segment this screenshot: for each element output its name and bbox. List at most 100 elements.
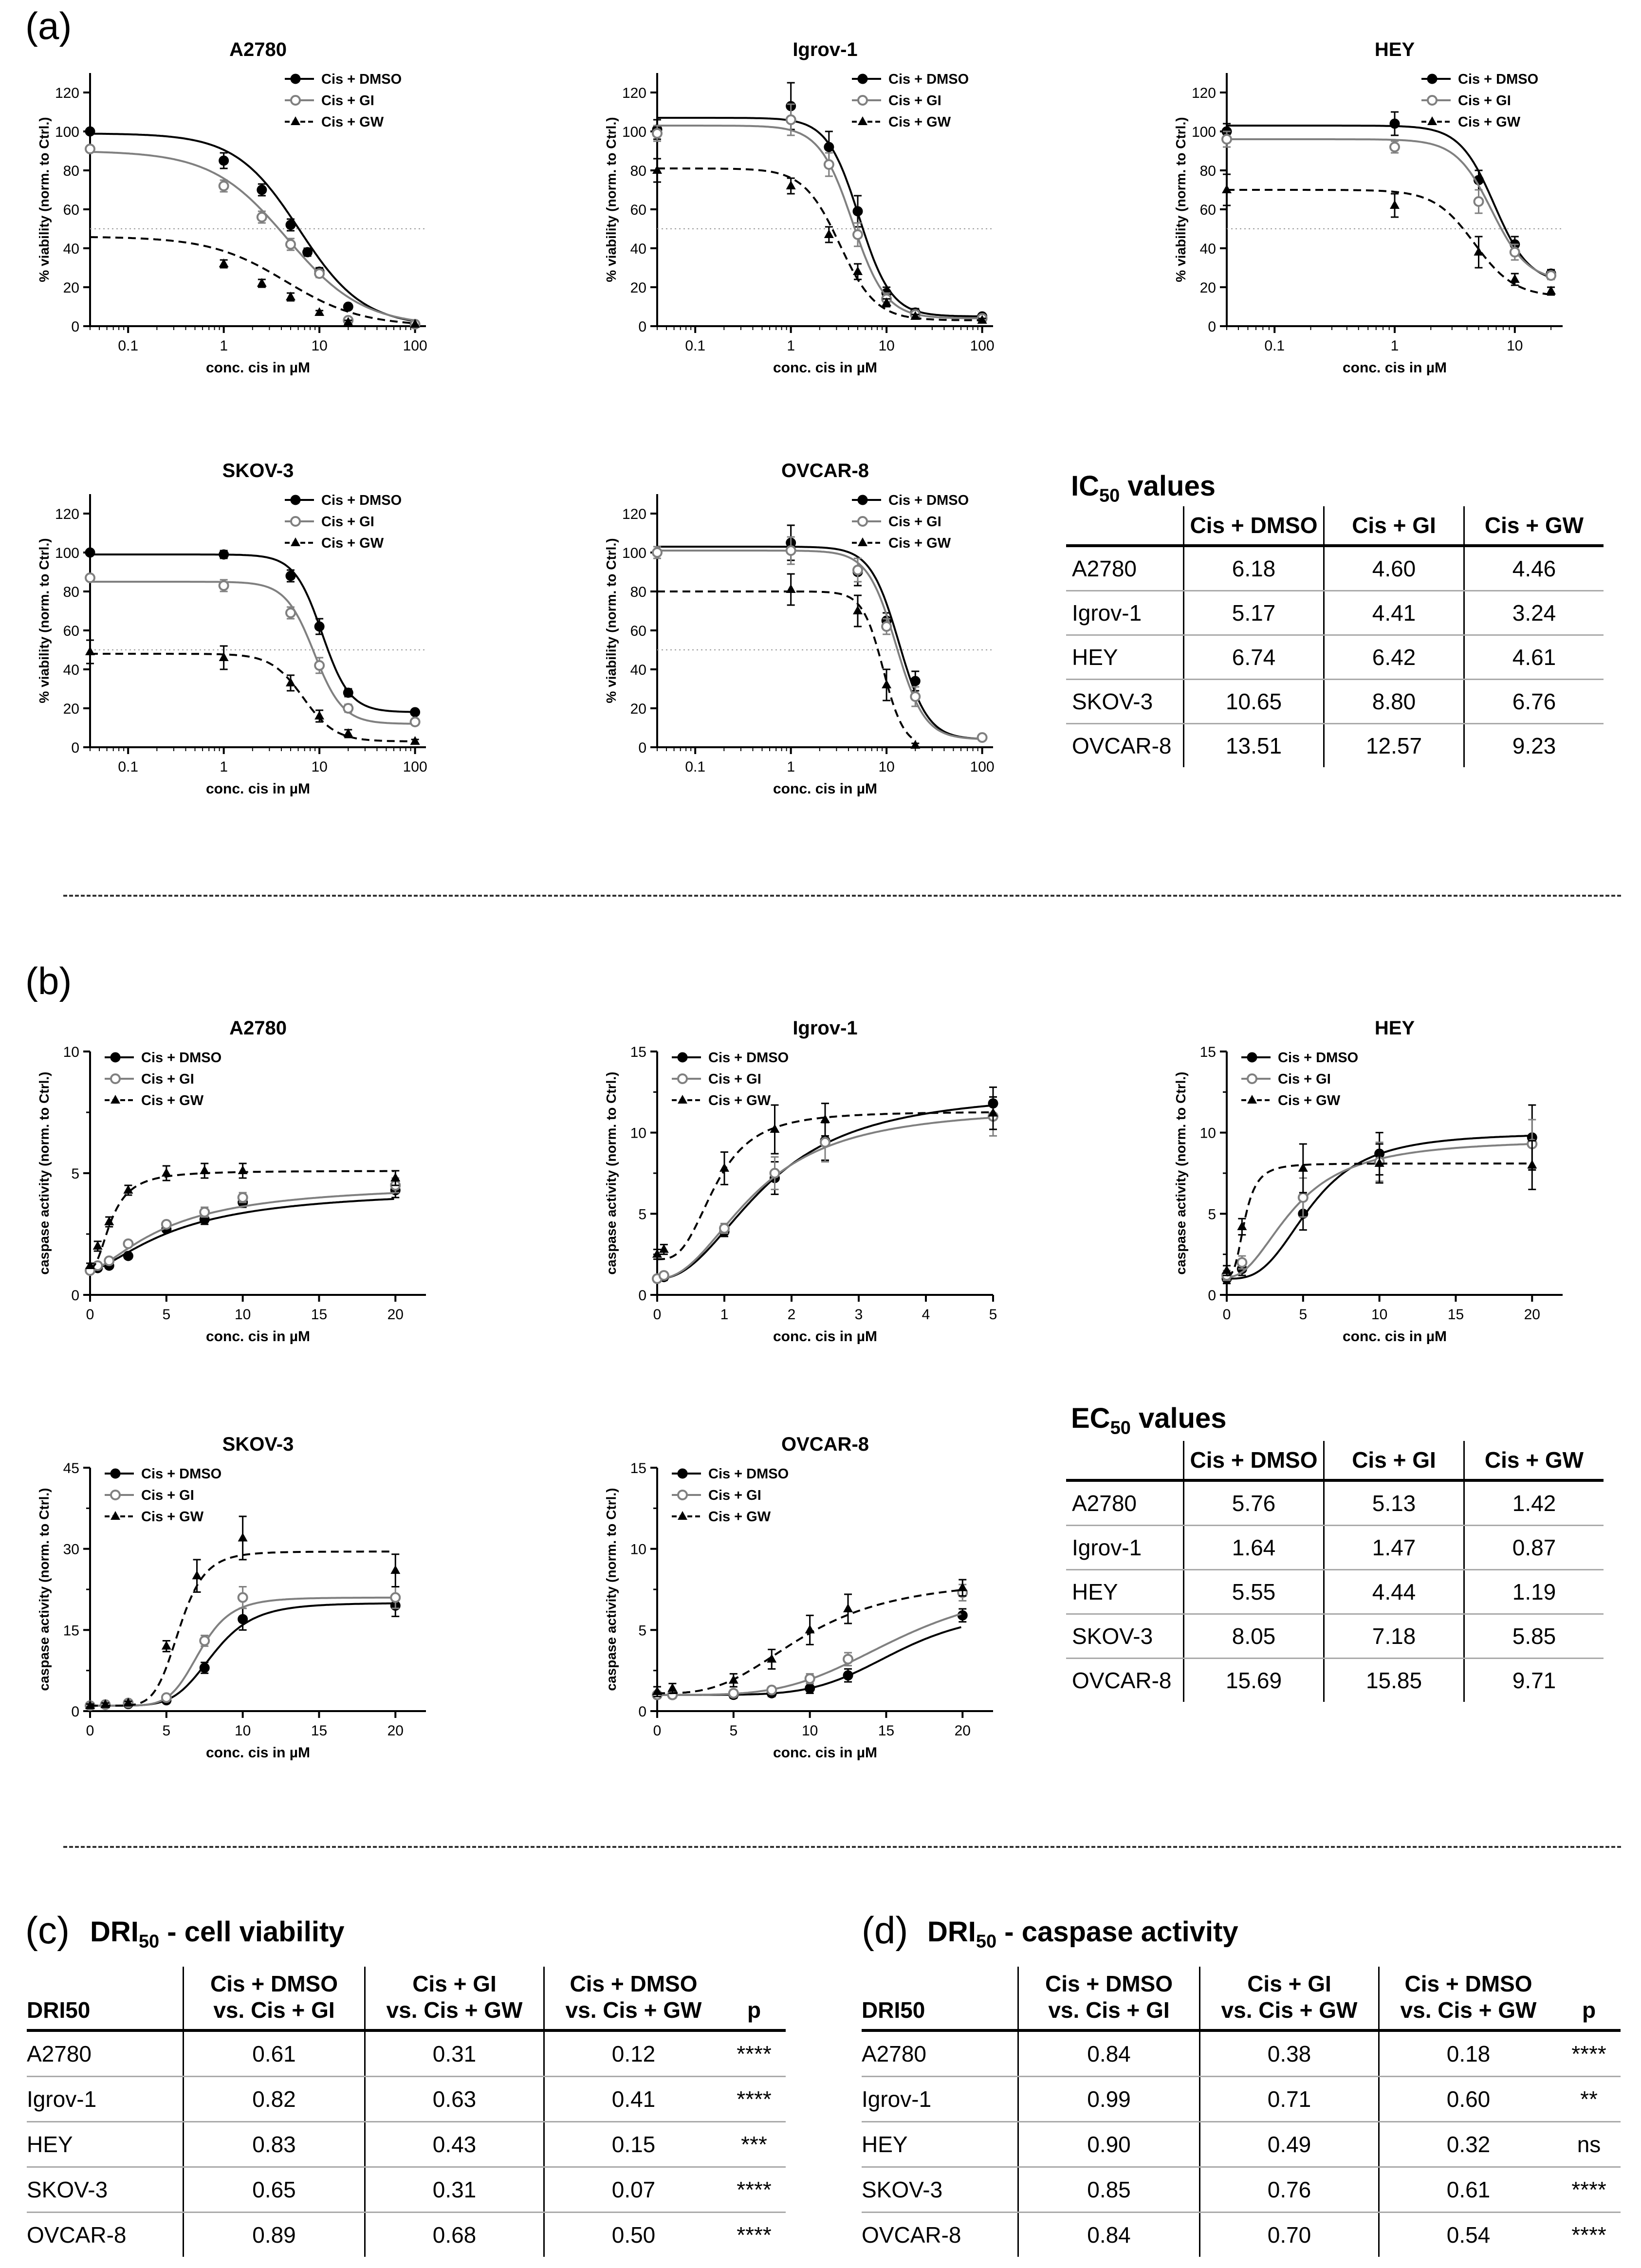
- legend-item: Cis + GI: [105, 1488, 194, 1503]
- legend-item: Cis + GI: [672, 1488, 761, 1503]
- cell-value: 0.54: [1378, 2212, 1557, 2257]
- p-value: ****: [722, 2030, 786, 2077]
- cell-value: 0.18: [1378, 2030, 1557, 2077]
- legend-item: Cis + GW: [105, 1509, 204, 1525]
- legend-marker: [858, 537, 867, 546]
- legend-label: Cis + GI: [321, 514, 374, 530]
- x-tick-label: 15: [311, 1723, 327, 1739]
- data-point: [161, 1219, 172, 1230]
- cell-value: 5.55: [1183, 1569, 1324, 1615]
- legend-marker: [1427, 95, 1438, 106]
- panel-label-b: (b): [25, 959, 72, 1002]
- data-point: [123, 1251, 133, 1261]
- chart-title: A2780: [229, 1017, 287, 1039]
- series-cis-dmso: [1221, 111, 1556, 279]
- legend-item: Cis + GI: [852, 514, 941, 530]
- table-row: Igrov-1 1.64 1.47 0.87: [1066, 1525, 1604, 1570]
- y-axis-label: % viability (norm. to Ctrl.): [604, 538, 619, 703]
- data-point: [161, 1641, 171, 1650]
- data-point: [767, 1654, 777, 1663]
- y-tick-label: 20: [63, 701, 79, 717]
- row-label: Igrov-1: [27, 2076, 184, 2122]
- data-point: [314, 711, 325, 719]
- series-cis-gw: [652, 1096, 998, 1260]
- legend-item: Cis + GW: [285, 535, 384, 551]
- cell-value: 4.46: [1463, 546, 1604, 591]
- chart-a-ovcar8: OVCAR-8 0 20 40 60 80 100 120 0.1 1 10 100 conc. cis…: [604, 460, 995, 797]
- data-point: [1298, 1163, 1308, 1172]
- table-row: SKOV-3 8.05 7.18 5.85: [1066, 1614, 1604, 1659]
- cell-value: 0.61: [183, 2030, 365, 2077]
- chart-b-ovcar8: OVCAR-8 0 5 10 15 0 5 10 15 20 conc. cis in µM casp…: [604, 1434, 993, 1761]
- y-tick-label: 20: [630, 701, 646, 717]
- x-tick-label: 20: [387, 1723, 404, 1739]
- legend-item: Cis + DMSO: [852, 493, 969, 508]
- data-point: [652, 128, 663, 139]
- data-point: [659, 1244, 669, 1253]
- data-point: [820, 1137, 830, 1148]
- table-row: Igrov-1 5.17 4.41 3.24: [1066, 590, 1604, 636]
- legend-label: Cis + GW: [888, 114, 951, 130]
- y-axis-label: caspase activity (norm. to Ctrl.): [604, 1071, 619, 1274]
- x-axis-label: conc. cis in µM: [206, 360, 310, 376]
- legend-label: Cis + GW: [141, 1093, 204, 1108]
- legend-item: Cis + GW: [672, 1509, 771, 1525]
- chart-b-skov3: SKOV-3 0 15 30 45 0 5 10 15 20 conc. cis in µM casp…: [37, 1434, 426, 1761]
- x-tick-label: 100: [970, 338, 995, 354]
- cell-value: 5.85: [1463, 1614, 1604, 1659]
- legend-label: Cis + GW: [708, 1093, 771, 1108]
- series-cis-gw: [85, 1162, 401, 1269]
- x-axis-label: conc. cis in µM: [206, 1328, 310, 1345]
- legend-marker: [111, 1511, 120, 1520]
- y-tick-label: 120: [1192, 85, 1216, 101]
- table-row: HEY 0.83 0.43 0.15 ***: [27, 2121, 786, 2168]
- fit-curve: [90, 553, 416, 713]
- cell-value: 8.05: [1183, 1614, 1324, 1659]
- cell-value: 0.90: [1017, 2121, 1200, 2168]
- x-tick-label: 100: [403, 759, 427, 775]
- data-point: [1389, 142, 1400, 152]
- data-point: [1473, 196, 1484, 207]
- data-point: [314, 307, 325, 316]
- data-point: [786, 584, 796, 593]
- separator-bc: [63, 1846, 1621, 1848]
- y-tick-label: 100: [55, 545, 79, 561]
- row-label: Igrov-1: [862, 2076, 1018, 2122]
- chart-b-a2780: A2780 0 5 10 0 5 10 15 20 conc. cis in µM caspase …: [37, 1017, 426, 1345]
- y-tick-label: 40: [630, 662, 646, 678]
- data-point: [843, 1654, 854, 1665]
- legend-label: Cis + GI: [1278, 1071, 1331, 1087]
- y-tick-label: 0: [71, 1704, 79, 1720]
- legend-marker: [291, 116, 300, 125]
- y-tick-label: 80: [63, 584, 79, 600]
- legend-item: Cis + GW: [1421, 114, 1521, 130]
- column-header: Cis + DMSO: [1183, 506, 1324, 547]
- data-point: [161, 1692, 172, 1703]
- cell-value: 5.76: [1183, 1480, 1324, 1526]
- row-label: Igrov-1: [1066, 590, 1184, 636]
- row-label: SKOV-3: [862, 2167, 1018, 2213]
- p-value: ****: [722, 2167, 786, 2213]
- cell-value: 1.64: [1183, 1525, 1324, 1570]
- x-tick-label: 1: [220, 759, 228, 775]
- cell-value: 0.89: [183, 2212, 365, 2257]
- data-point: [652, 1249, 662, 1258]
- table-row: OVCAR-8 0.89 0.68 0.50 ****: [27, 2212, 786, 2257]
- row-label: Igrov-1: [1066, 1525, 1184, 1570]
- data-point: [770, 1124, 780, 1133]
- column-header: vs. Cis + GI: [1017, 1997, 1200, 2032]
- data-point: [910, 311, 921, 320]
- data-point: [104, 1217, 114, 1225]
- table-row: Igrov-1 0.99 0.71 0.60 **: [862, 2076, 1621, 2122]
- cell-value: 8.80: [1323, 679, 1464, 724]
- column-header: [722, 1967, 786, 1997]
- legend-item: Cis + DMSO: [672, 1466, 789, 1482]
- data-point: [123, 1238, 134, 1249]
- data-point: [314, 621, 325, 632]
- series-cis-gw: [652, 158, 987, 324]
- data-point: [218, 580, 229, 591]
- row-label: OVCAR-8: [1072, 1668, 1172, 1693]
- panel-label-c: (c): [25, 1909, 70, 1952]
- dri-caspase-table: Cis + DMSO Cis + GI Cis + DMSO DRI50 vs. Cis…: [862, 1967, 1621, 2257]
- x-tick-label: 10: [311, 338, 327, 354]
